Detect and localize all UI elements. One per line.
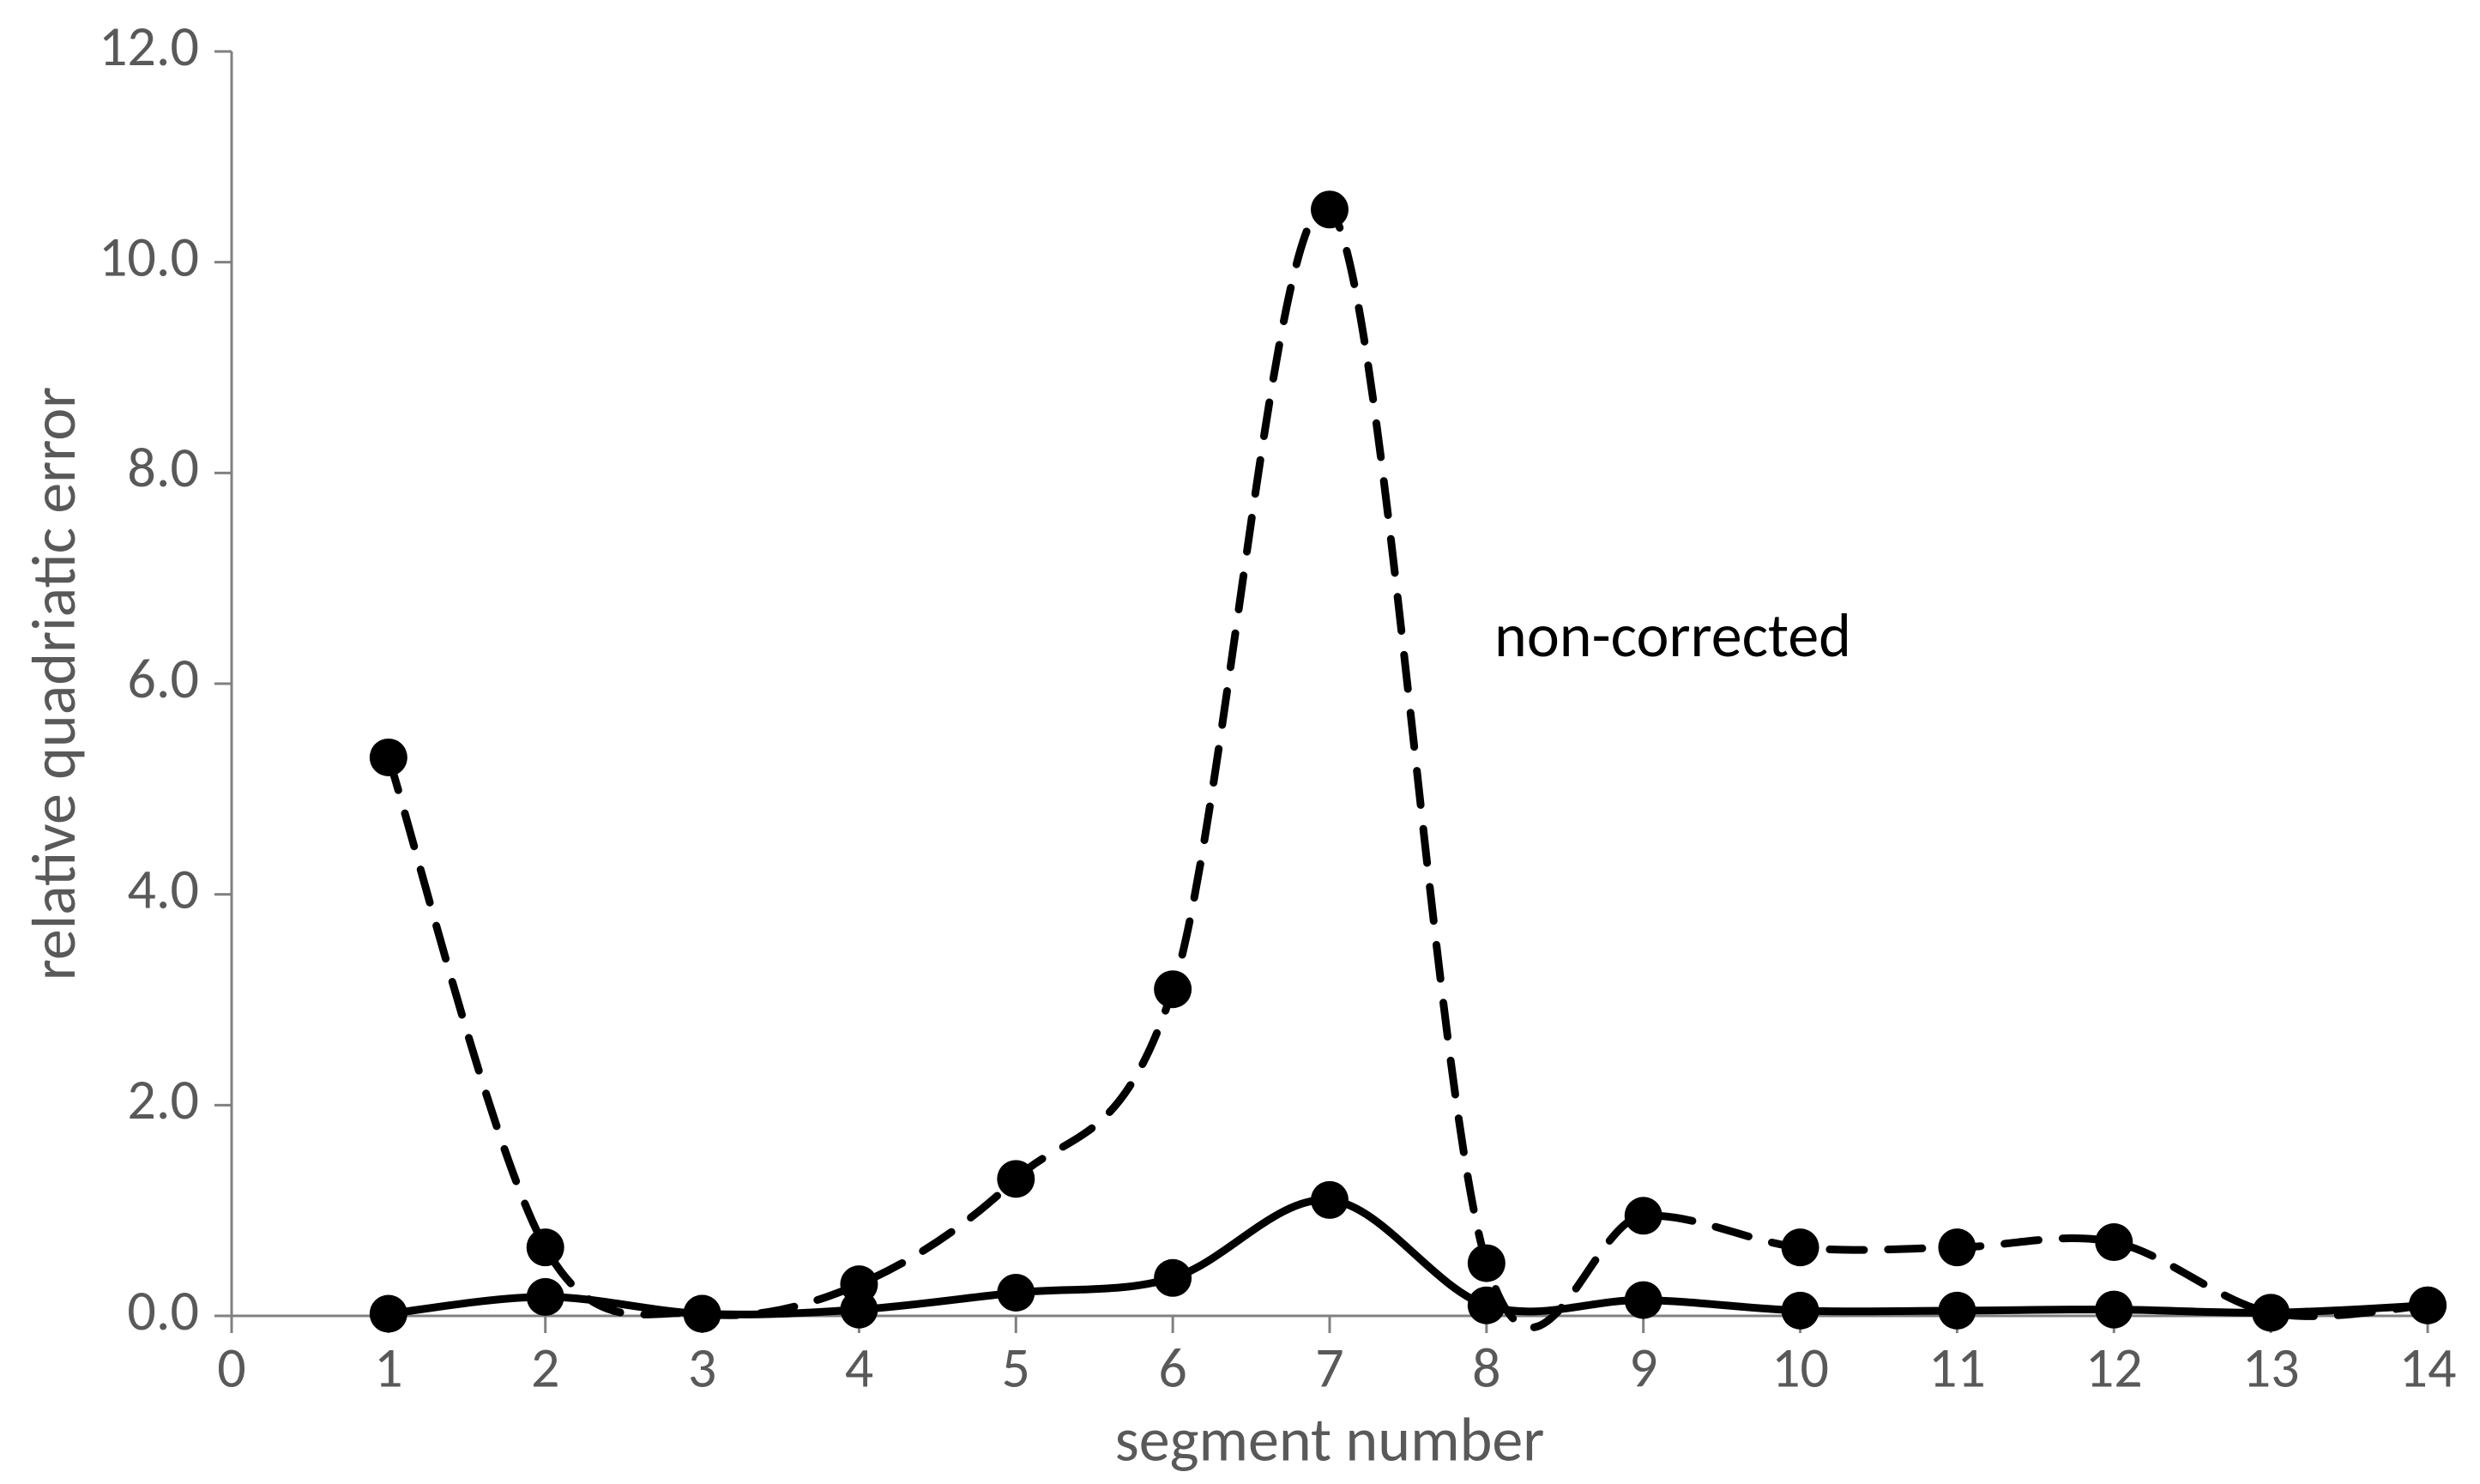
x-tick-label: 9 [1629,1332,1657,1402]
x-tick-label: 2 [531,1332,559,1402]
x-tick-label: 5 [1002,1332,1030,1402]
x-tick-label: 13 [2242,1332,2300,1402]
x-tick-label: 10 [1771,1332,1829,1402]
annotation-label: non-corrected [1494,598,1851,673]
series-marker-corrected [1154,1259,1192,1297]
x-axis-label: segment number [1115,1402,1545,1477]
y-tick-label: 4.0 [127,854,199,923]
series-marker-non-corrected [527,1228,564,1266]
x-tick-label: 8 [1472,1332,1500,1402]
line-chart: 0.02.04.06.08.010.012.001234567891011121… [0,0,2480,1484]
x-tick-label: 7 [1315,1332,1343,1402]
series-marker-non-corrected [1782,1228,1819,1266]
x-tick-label: 6 [1158,1332,1186,1402]
series-marker-corrected [527,1278,564,1316]
series-marker-non-corrected [1625,1197,1662,1234]
x-tick-label: 1 [374,1332,402,1402]
series-marker-corrected [1468,1287,1505,1324]
series-marker-corrected [2095,1291,2133,1329]
series-marker-corrected [1938,1292,1976,1330]
series-marker-corrected [840,1291,878,1329]
x-tick-label: 14 [2399,1332,2457,1402]
series-marker-corrected [997,1274,1035,1312]
series-marker-corrected [2409,1287,2447,1324]
y-axis-label: relative quadriatic error [16,387,92,981]
series-marker-corrected [684,1295,721,1333]
x-tick-label: 11 [1928,1332,1986,1402]
y-tick-label: 8.0 [127,432,199,502]
x-tick-label: 0 [217,1332,245,1402]
y-tick-label: 2.0 [127,1065,199,1134]
series-marker-non-corrected [2095,1223,2133,1261]
series-marker-non-corrected [1468,1245,1505,1282]
series-marker-corrected [370,1295,407,1333]
series-marker-non-corrected [1938,1228,1976,1266]
series-marker-corrected [2252,1294,2290,1331]
y-tick-label: 6.0 [127,643,199,713]
x-tick-label: 12 [2085,1332,2143,1402]
y-tick-label: 12.0 [99,11,199,81]
x-tick-label: 4 [845,1332,873,1402]
y-tick-label: 0.0 [127,1276,199,1345]
y-tick-label: 10.0 [99,221,199,291]
series-marker-non-corrected [1154,970,1192,1008]
x-tick-label: 3 [688,1332,716,1402]
series-marker-corrected [1311,1181,1349,1219]
series-marker-corrected [1782,1292,1819,1330]
series-marker-non-corrected [997,1160,1035,1197]
series-marker-non-corrected [370,739,407,776]
series-marker-corrected [1625,1282,1662,1319]
series-marker-non-corrected [1311,190,1349,228]
chart-container: 0.02.04.06.08.010.012.001234567891011121… [0,0,2480,1484]
